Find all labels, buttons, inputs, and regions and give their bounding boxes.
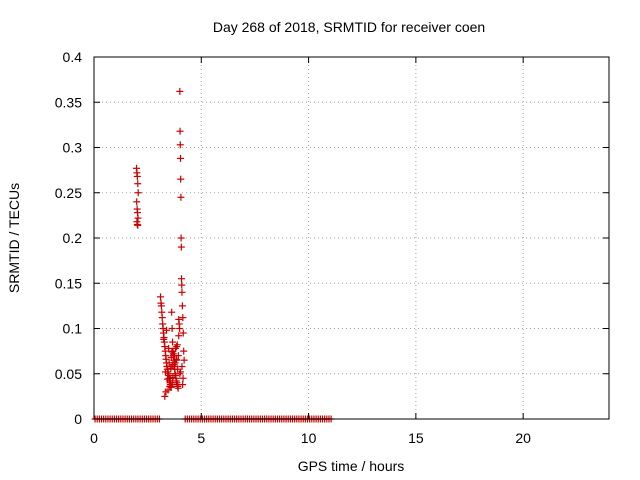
data-point bbox=[176, 87, 184, 95]
data-point bbox=[176, 154, 184, 162]
data-point bbox=[178, 275, 186, 283]
data-point bbox=[160, 335, 168, 343]
x-tick-label: 20 bbox=[515, 430, 531, 446]
data-point bbox=[172, 355, 180, 363]
data-point bbox=[168, 325, 176, 332]
data-point bbox=[176, 141, 184, 149]
data-point bbox=[172, 344, 180, 352]
data-point bbox=[177, 234, 185, 242]
data-point bbox=[134, 189, 142, 197]
data-point bbox=[179, 314, 187, 322]
y-tick-label: 0.15 bbox=[55, 275, 82, 291]
data-point bbox=[175, 332, 183, 340]
y-tick-label: 0.3 bbox=[63, 140, 83, 156]
x-tick-label: 10 bbox=[301, 430, 317, 446]
data-point bbox=[177, 193, 185, 201]
data-point bbox=[166, 382, 174, 390]
x-axis-ticks: 0 5 10 15 20 bbox=[90, 57, 531, 446]
x-axis-title: GPS time / hours bbox=[298, 458, 405, 474]
y-tick-label: 0.05 bbox=[55, 366, 82, 382]
grid bbox=[94, 57, 609, 419]
data-point bbox=[179, 381, 187, 389]
data-point bbox=[176, 127, 184, 135]
data-point bbox=[174, 384, 182, 392]
data-point bbox=[178, 363, 186, 371]
y-axis-ticks: 0 0.05 0.1 0.15 0.2 0.25 0.3 0.35 0.4 bbox=[55, 49, 609, 427]
data-point bbox=[178, 281, 186, 289]
y-tick-label: 0 bbox=[74, 411, 82, 427]
data-point bbox=[157, 293, 165, 301]
data-point bbox=[178, 302, 186, 310]
data-point bbox=[180, 347, 188, 355]
data-point bbox=[179, 329, 187, 337]
data-point bbox=[171, 359, 179, 367]
data-point bbox=[165, 359, 173, 367]
data-point bbox=[134, 180, 142, 188]
y-tick-label: 0.25 bbox=[55, 185, 82, 201]
x-tick-label: 5 bbox=[197, 430, 205, 446]
y-tick-label: 0.2 bbox=[63, 230, 83, 246]
data-point bbox=[168, 379, 176, 387]
data-point bbox=[177, 175, 185, 183]
data-point bbox=[161, 368, 169, 376]
data-point bbox=[163, 326, 171, 334]
data-point bbox=[134, 221, 142, 229]
data-point bbox=[173, 341, 181, 349]
data-point bbox=[180, 356, 188, 364]
y-axis-title: SRMTID / TECUs bbox=[6, 183, 22, 293]
data-point bbox=[164, 375, 172, 383]
data-point bbox=[169, 373, 177, 381]
data-point bbox=[174, 352, 182, 360]
data-point bbox=[158, 314, 166, 322]
data-point bbox=[176, 368, 184, 376]
data-point bbox=[134, 214, 142, 222]
y-tick-label: 0.35 bbox=[55, 94, 82, 110]
data-point bbox=[133, 198, 141, 206]
data-point bbox=[179, 374, 187, 382]
data-point bbox=[167, 353, 175, 361]
data-point bbox=[173, 343, 181, 351]
data-point bbox=[164, 386, 172, 394]
x-tick-label: 0 bbox=[90, 430, 98, 446]
data-point bbox=[165, 344, 173, 352]
data-point bbox=[163, 363, 171, 371]
data-points bbox=[91, 87, 335, 423]
x-tick-label: 15 bbox=[408, 430, 424, 446]
data-point bbox=[168, 308, 176, 316]
data-point bbox=[157, 302, 165, 310]
data-point bbox=[161, 392, 169, 400]
data-point bbox=[133, 172, 141, 180]
data-point bbox=[177, 243, 185, 251]
chart-title: Day 268 of 2018, SRMTID for receiver coe… bbox=[213, 19, 485, 35]
y-tick-label: 0.4 bbox=[63, 49, 83, 65]
data-point bbox=[168, 348, 176, 356]
data-point bbox=[167, 364, 175, 372]
data-point bbox=[178, 288, 186, 296]
data-point bbox=[169, 338, 177, 346]
y-tick-label: 0.1 bbox=[63, 321, 83, 337]
data-point bbox=[176, 325, 184, 332]
